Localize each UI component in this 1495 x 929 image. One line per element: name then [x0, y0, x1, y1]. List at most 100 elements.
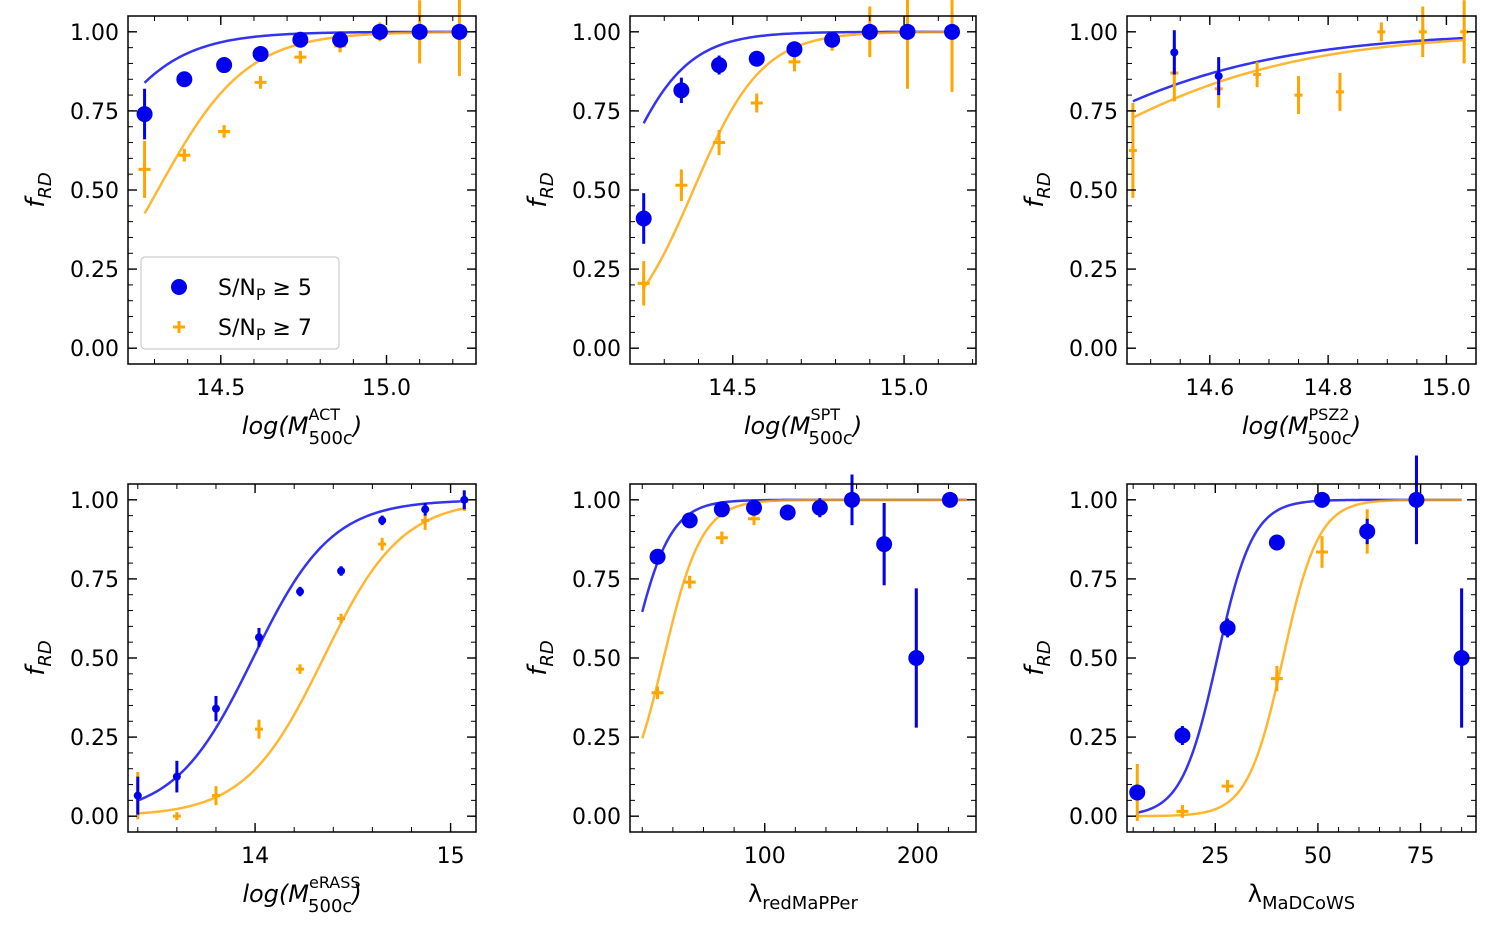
ylabel: fRD: [523, 640, 558, 676]
ytick-label: 1.00: [572, 489, 621, 514]
legend-label-main: S/N: [218, 316, 256, 341]
data-point-circle: [216, 57, 233, 74]
data-point-plus: [178, 149, 191, 162]
axes-frame: [127, 483, 477, 833]
ytick-label: 1.00: [70, 489, 119, 514]
ylabel-sub: RD: [1034, 640, 1055, 666]
ytick-label: 1.00: [70, 21, 119, 46]
axes-frame: [1126, 15, 1477, 365]
xlabel-sub: 500c: [809, 428, 853, 449]
xtick-label: 14.8: [1304, 376, 1353, 401]
data-point-plus: [651, 686, 664, 699]
xlabel-main: log(M: [242, 880, 309, 908]
data-point-plus: [1377, 27, 1386, 36]
data-point-circle: [746, 499, 763, 516]
data-point-circle: [371, 23, 388, 40]
ytick-label: 0.75: [572, 568, 621, 593]
axes-frame: [1126, 483, 1477, 833]
xlabel-sup: ACT: [308, 405, 340, 424]
data-point-circle: [296, 587, 305, 596]
data-point-plus: [1460, 27, 1469, 36]
data-point-circle: [460, 495, 469, 504]
data-point-circle: [1214, 72, 1223, 81]
legend-label-main: S/N: [218, 276, 256, 301]
xlabel-main: log(M: [1242, 412, 1309, 440]
data-point-circle: [337, 567, 346, 575]
data-point-plus: [1335, 87, 1344, 96]
ytick-label: 0.50: [572, 179, 621, 204]
data-point-plus: [637, 277, 650, 290]
ytick-label: 0.25: [1069, 726, 1118, 751]
ytick-label: 0.75: [70, 100, 119, 125]
data-point-circle: [748, 50, 765, 67]
data-point-circle: [421, 505, 430, 514]
xtick-label: 50: [1304, 844, 1332, 869]
data-point-circle: [635, 210, 652, 227]
xlabel: λredMaPPer: [748, 880, 858, 914]
xtick-label: 15.0: [1422, 376, 1471, 401]
xtick-label: 100: [744, 844, 786, 869]
fit-curve-2: [137, 507, 465, 815]
data-point-circle: [779, 504, 796, 521]
ylabel-sub: RD: [1034, 172, 1055, 198]
xlabel-close: ): [350, 880, 361, 908]
data-point-circle: [1453, 650, 1470, 666]
data-point-plus: [138, 163, 151, 176]
ylabel: fRD: [1020, 172, 1055, 208]
panel-6: 0.00 0.25 0.50 0.75 1.00 25 50 75 fRD λMaDCoWS: [1020, 455, 1477, 914]
xlabel: log(MPSZ2 500c): [1242, 405, 1361, 449]
data-point-plus: [211, 791, 220, 800]
legend-label-sub: P: [256, 325, 266, 344]
data-point-circle: [172, 772, 181, 781]
ytick-label: 0.25: [572, 726, 621, 751]
ytick-label: 0.75: [572, 100, 621, 125]
panel-2: 0.00 0.25 0.50 0.75 1.00 14.5 15.0 fRD log(MSPT 5…: [523, 0, 977, 449]
legend-label: S/NP ≥ 7: [218, 316, 312, 344]
panel-1: 0.00 0.25 0.50 0.75 1.00 14.5 15.0 fRD log(MACT 5…: [21, 0, 477, 449]
data-point-circle: [1170, 48, 1179, 57]
xlabel-main: log(M: [744, 412, 811, 440]
data-point-plus: [1418, 27, 1427, 36]
data-point-circle: [908, 650, 925, 666]
data-point-circle: [252, 45, 269, 62]
fit-curve-2: [641, 498, 967, 739]
ytick-label: 0.00: [70, 337, 119, 362]
data-point-plus: [1270, 672, 1283, 685]
xtick-label: 15.0: [362, 376, 411, 401]
data-point-circle: [1129, 784, 1146, 801]
xlabel-main: λ: [1248, 880, 1262, 908]
ytick-label: 0.00: [572, 805, 621, 830]
ylabel-sub: RD: [537, 640, 558, 666]
xtick-label: 15.0: [880, 376, 929, 401]
data-point-circle: [649, 548, 666, 565]
xlabel-main: λ: [748, 880, 762, 908]
data-point-circle: [786, 41, 803, 58]
ytick-label: 0.75: [70, 568, 119, 593]
xlabel-sub: 500c: [1307, 428, 1351, 449]
data-point-plus: [254, 725, 263, 734]
xlabel-sub: redMaPPer: [762, 893, 858, 914]
ytick-label: 0.50: [572, 647, 621, 672]
data-point-circle: [451, 23, 468, 40]
ytick-label: 0.50: [70, 179, 119, 204]
data-point-circle: [136, 106, 153, 123]
legend-marker-plus: [173, 321, 185, 333]
ytick-label: 0.00: [1069, 337, 1118, 362]
xtick-label: 14: [241, 844, 269, 869]
fit-curve-2: [642, 30, 953, 289]
xlabel-sup: eRASS: [309, 873, 361, 892]
data-point-circle: [843, 491, 860, 508]
data-point-plus: [683, 576, 696, 589]
data-point-plus: [1316, 546, 1329, 559]
data-point-circle: [133, 791, 142, 800]
data-point-circle: [211, 704, 220, 713]
xlabel: log(MeRASS 500c): [242, 873, 361, 917]
ytick-label: 0.25: [572, 258, 621, 283]
fit-curve-1: [1132, 36, 1465, 103]
ytick-label: 0.25: [70, 726, 119, 751]
xtick-label: 15: [437, 844, 465, 869]
ytick-label: 0.50: [70, 647, 119, 672]
ytick-label: 1.00: [1069, 21, 1118, 46]
xtick-label: 14.5: [708, 376, 757, 401]
